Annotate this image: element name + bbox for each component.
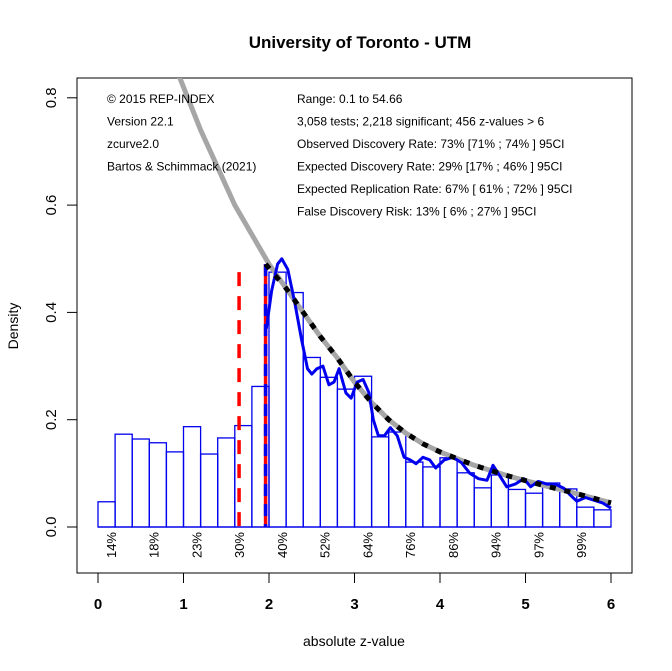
annotation-right: 3,058 tests; 2,218 significant; 456 z-va… xyxy=(297,115,544,129)
kernel-density-line xyxy=(264,257,612,510)
power-label: 18% xyxy=(147,532,162,558)
power-label: 99% xyxy=(574,532,589,558)
chart-title: University of Toronto - UTM xyxy=(249,33,472,52)
zcurve-black-dashed-line xyxy=(263,262,612,506)
power-label: 76% xyxy=(403,532,418,558)
power-label: 97% xyxy=(531,532,546,558)
annotation-left: Bartos & Schimmack (2021) xyxy=(107,160,256,174)
y-tick-label: 0.0 xyxy=(43,517,60,538)
x-tick-label: 3 xyxy=(350,596,358,613)
y-tick-label: 0.6 xyxy=(43,195,60,216)
curves xyxy=(177,78,612,510)
x-tick-label: 0 xyxy=(94,596,102,613)
x-tick-label: 1 xyxy=(179,596,187,613)
vertical-lines xyxy=(237,264,268,527)
power-label: 86% xyxy=(446,532,461,558)
power-label: 64% xyxy=(360,532,375,558)
y-axis: 0.0 0.2 0.4 0.6 0.8 xyxy=(43,87,78,538)
power-label: 14% xyxy=(104,532,119,558)
y-axis-label: Density xyxy=(5,303,21,350)
x-axis: 0 1 2 3 4 5 6 xyxy=(94,572,615,613)
x-tick-label: 5 xyxy=(521,596,529,613)
power-label: 23% xyxy=(189,532,204,558)
y-tick-label: 0.2 xyxy=(43,409,60,430)
annotation-right: False Discovery Risk: 13% [ 6% ; 27% ] 9… xyxy=(297,205,536,219)
annotation-right: Expected Discovery Rate: 29% [17% ; 46% … xyxy=(297,160,562,174)
histogram-bars xyxy=(97,271,612,528)
annotation-left: Version 22.1 xyxy=(107,115,174,129)
x-tick-label: 4 xyxy=(436,596,445,613)
x-axis-label: absolute z-value xyxy=(303,633,405,649)
power-labels: 14% 18% 23% 30% 40% 52% 64% 76% 86% 94% 97% 99% xyxy=(104,532,589,558)
power-label: 30% xyxy=(232,532,247,558)
annotation-left: zcurve2.0 xyxy=(107,137,159,151)
annotation-left: © 2015 REP-INDEX xyxy=(107,92,215,106)
annotations: © 2015 REP-INDEX Version 22.1 zcurve2.0 Bar… xyxy=(107,92,573,219)
annotation-right: Expected Replication Rate: 67% [ 61% ; 7… xyxy=(297,182,573,196)
x-tick-label: 6 xyxy=(607,596,615,613)
power-label: 52% xyxy=(318,532,333,558)
power-label: 94% xyxy=(489,532,504,558)
annotation-right: Observed Discovery Rate: 73% [71% ; 74% … xyxy=(297,137,564,151)
x-tick-label: 2 xyxy=(265,596,273,613)
y-tick-label: 0.8 xyxy=(43,87,60,108)
annotation-right: Range: 0.1 to 54.66 xyxy=(297,92,403,106)
power-label: 40% xyxy=(275,532,290,558)
y-tick-label: 0.4 xyxy=(43,302,60,323)
